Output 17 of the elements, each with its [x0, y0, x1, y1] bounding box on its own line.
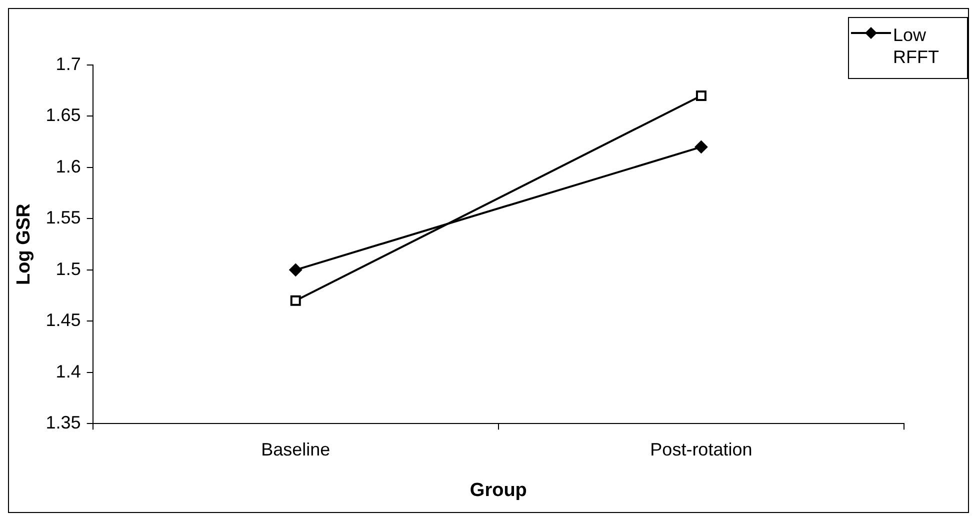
y-tick-label: 1.4 [56, 361, 81, 382]
y-tick-label: 1.35 [46, 412, 81, 433]
y-tick-label: 1.6 [56, 156, 81, 176]
x-axis-title: Group [470, 480, 527, 501]
y-tick-label: 1.45 [46, 310, 81, 330]
y-tick-label: 1.7 [56, 54, 81, 74]
x-tick-label: Baseline [261, 439, 330, 460]
point [696, 90, 706, 101]
x-tick-label: Post-rotation [650, 439, 752, 460]
legend-label: Low RFFT [893, 24, 940, 68]
point [289, 263, 302, 276]
y-tick-label: 1.5 [56, 258, 81, 279]
point [290, 295, 301, 306]
point [694, 140, 708, 154]
y-tick-label: 1.65 [46, 105, 81, 126]
y-axis-title: Log GSR [14, 203, 35, 285]
y-tick-label: 1.55 [46, 208, 81, 228]
